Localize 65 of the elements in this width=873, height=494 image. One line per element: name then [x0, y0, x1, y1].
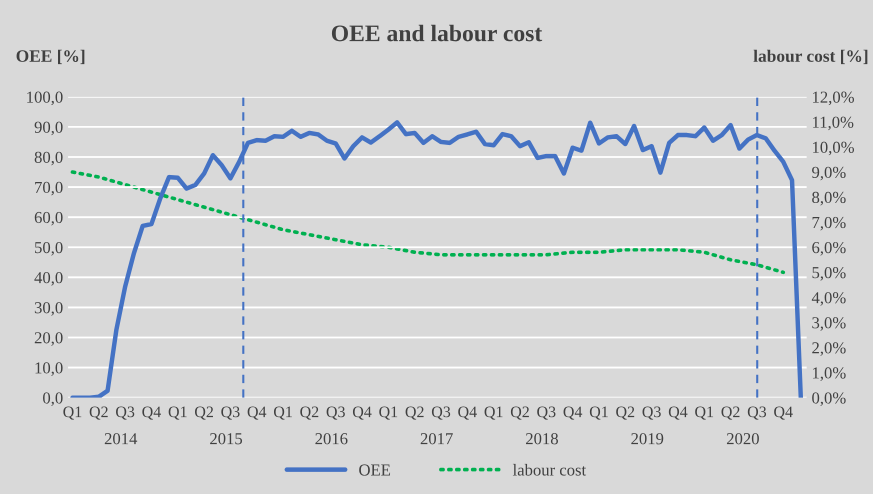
x-tick-label: Q4: [352, 406, 372, 420]
x2-tick-label: 2015: [210, 433, 242, 444]
x-tick-label: Q1: [590, 406, 608, 420]
y-tick-label: 40,0: [34, 272, 63, 286]
y2-tick-label: 8,0%: [812, 192, 846, 206]
x-tick-label: Q4: [774, 406, 793, 420]
x-tick-label: Q4: [458, 406, 477, 420]
y-tick-label: 70,0: [35, 182, 63, 196]
x-tick-label: Q1: [379, 406, 398, 420]
y2-axis-title: labour cost [%]: [754, 50, 868, 64]
x-tick-label: Q4: [564, 406, 582, 420]
y2-tick-label: 1,0%: [812, 367, 846, 381]
x2-tick-label: 2016: [315, 433, 348, 444]
x2-tick-label: 2019: [631, 433, 664, 444]
y2-tick-label: 6,0%: [812, 242, 846, 256]
y-tick-label: 90,0: [34, 122, 63, 136]
y2-tick-label: 11,0%: [812, 116, 854, 130]
x-tick-label: Q1: [695, 406, 714, 420]
x2-tick-label: 2014: [104, 433, 138, 444]
x-tick-label: Q2: [722, 406, 740, 420]
x-tick-label: Q4: [668, 406, 688, 420]
y-tick-label: 60,0: [34, 212, 63, 226]
x-tick-label: Q3: [326, 406, 345, 420]
y-tick-label: 30,0: [34, 302, 63, 316]
x-tick-label: Q1: [484, 406, 502, 420]
x2-tick-label: 2017: [420, 433, 453, 444]
x-tick-label: Q2: [406, 406, 424, 420]
y2-tick-label: 5,0%: [812, 267, 846, 281]
x-tick-label: Q2: [300, 406, 318, 420]
chart-title: OEE and labour cost: [332, 24, 542, 42]
y-tick-label: 10,0: [36, 362, 63, 376]
x-tick-label: Q1: [168, 406, 187, 420]
x-tick-label: Q2: [90, 406, 108, 420]
x-tick-label: Q1: [274, 406, 292, 420]
x-tick-label: Q2: [510, 406, 529, 420]
y-axis-title: OEE [%]: [16, 50, 84, 64]
y2-tick-label: 7,0%: [812, 216, 846, 231]
legend-label: OEE: [359, 464, 390, 476]
y-tick-label: 0,0: [43, 392, 63, 406]
y2-tick-label: 10,0%: [812, 142, 854, 156]
x-tick-label: Q3: [748, 406, 766, 420]
x-tick-label: Q2: [195, 406, 213, 420]
x-tick-label: Q2: [616, 406, 634, 420]
x2-tick-label: 2018: [526, 433, 558, 444]
x2-tick-label: 2020: [726, 433, 759, 444]
y2-tick-label: 0,0%: [812, 392, 846, 406]
x-tick-label: Q4: [142, 406, 161, 420]
y-tick-label: 50,0: [35, 242, 63, 256]
legend-label: labour cost: [512, 464, 586, 476]
y2-tick-label: 2,0%: [812, 342, 846, 356]
x-tick-label: Q3: [116, 406, 134, 420]
y-tick-label: 100,0: [27, 92, 63, 106]
y2-tick-label: 4,0%: [812, 292, 846, 306]
y2-tick-label: 9,0%: [812, 166, 846, 180]
x-tick-label: Q3: [537, 406, 556, 420]
x-tick-label: Q3: [432, 406, 450, 420]
line-series: [70, 170, 786, 274]
x-tick-label: Q3: [642, 406, 661, 420]
y2-tick-label: 12,0%: [812, 92, 854, 106]
y2-tick-label: 3,0%: [812, 317, 846, 331]
y-tick-label: 20,0: [34, 332, 63, 346]
x-tick-label: Q4: [248, 406, 266, 420]
y-tick-label: 80,0: [34, 152, 63, 166]
x-tick-label: Q3: [221, 406, 240, 420]
x-tick-label: Q1: [63, 406, 82, 420]
